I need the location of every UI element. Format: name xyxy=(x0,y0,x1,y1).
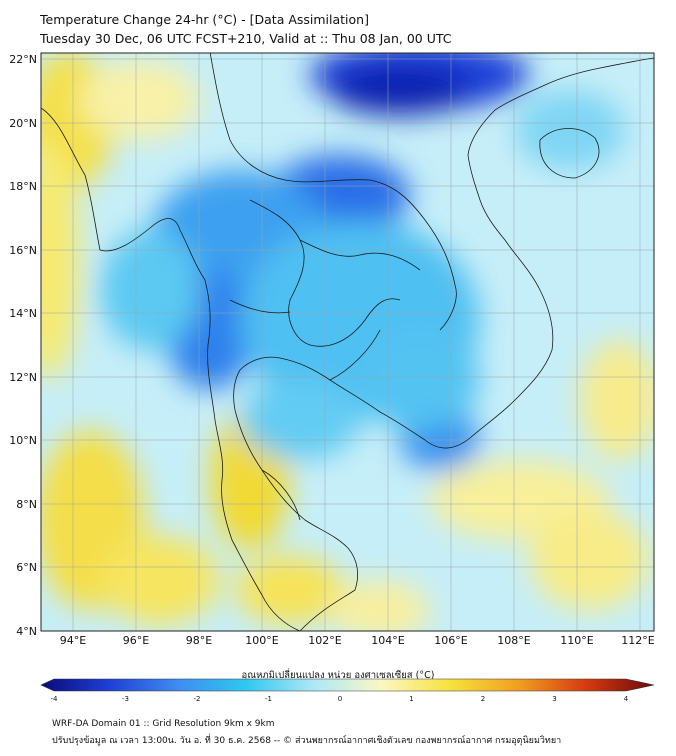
colorbar-title: อุณหภูมิเปลี่ยนแปลง หน่วย องศาเซลเซียส (… xyxy=(241,670,435,681)
lat-tick-18: 18°N xyxy=(9,180,37,193)
lon-tick-102: 102°E xyxy=(308,634,341,647)
lon-tick-112: 112°E xyxy=(621,634,654,647)
lon-tick-96: 96°E xyxy=(123,634,149,647)
map-frame xyxy=(40,52,655,632)
coastlines xyxy=(41,53,654,631)
lon-tick-108: 108°E xyxy=(497,634,530,647)
lon-tick-104: 104°E xyxy=(371,634,404,647)
map-panel: 22°N 20°N 18°N 16°N 14°N 12°N 10°N 8°N 6… xyxy=(9,52,655,647)
colorbar-tick-label: 4 xyxy=(624,695,629,703)
colorbar-tick-label: -3 xyxy=(122,695,129,703)
gridlines xyxy=(41,53,654,631)
footer-model-info: WRF-DA Domain 01 :: Grid Resolution 9km … xyxy=(52,719,275,729)
colorbar-tick-label: -1 xyxy=(265,695,272,703)
colorbar: -4 -3 -2 -1 0 1 2 3 4 xyxy=(40,678,655,703)
lat-tick-10: 10°N xyxy=(9,434,37,447)
colorbar-tick-label: 2 xyxy=(481,695,485,703)
temperature-field xyxy=(41,53,654,631)
map-title: Temperature Change 24-hr (°C) - [Data As… xyxy=(40,12,369,27)
lon-tick-106: 106°E xyxy=(434,634,467,647)
lat-tick-8: 8°N xyxy=(16,498,37,511)
colorbar-tick-label: -2 xyxy=(194,695,201,703)
footer-credit: ปรับปรุงข้อมูล ณ เวลา 13:00น. วัน อ. ที่… xyxy=(52,736,562,746)
map-subtitle: Tuesday 30 Dec, 06 UTC FCST+210, Valid a… xyxy=(40,31,452,46)
lat-tick-6: 6°N xyxy=(16,561,37,574)
lat-tick-20: 20°N xyxy=(9,117,37,130)
lon-tick-94: 94°E xyxy=(60,634,86,647)
colorbar-strip xyxy=(40,678,655,692)
colorbar-tick-label: 3 xyxy=(552,695,556,703)
colorbar-tick-label: 0 xyxy=(338,695,342,703)
colorbar-tick-label: -4 xyxy=(51,695,59,703)
lon-tick-98: 98°E xyxy=(186,634,212,647)
temperature-change-map: 22°N 20°N 18°N 16°N 14°N 12°N 10°N 8°N 6… xyxy=(9,52,655,647)
lat-tick-12: 12°N xyxy=(9,371,37,384)
lon-tick-100: 100°E xyxy=(245,634,278,647)
lat-tick-22: 22°N xyxy=(9,53,37,66)
lat-tick-14: 14°N xyxy=(9,307,37,320)
colorbar-tick-label: 1 xyxy=(409,695,413,703)
lon-tick-110: 110°E xyxy=(560,634,593,647)
lat-tick-16: 16°N xyxy=(9,244,37,257)
lat-tick-4: 4°N xyxy=(16,625,37,638)
